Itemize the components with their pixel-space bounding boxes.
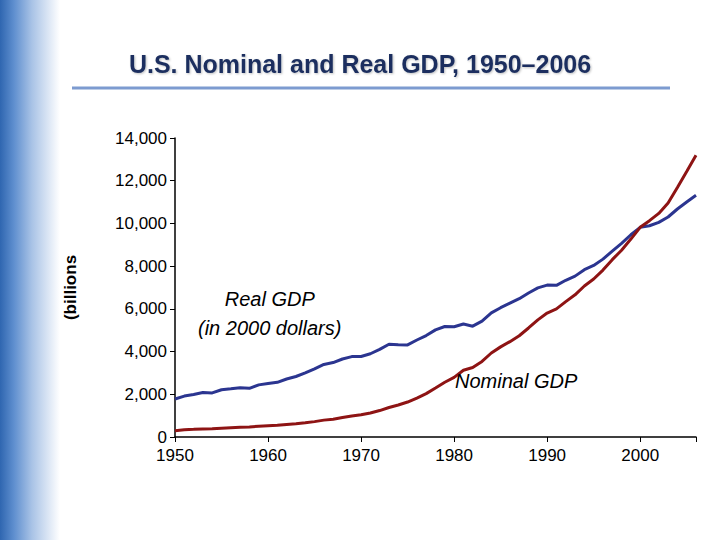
svg-text:4,000: 4,000 [124, 342, 167, 361]
svg-text:2000: 2000 [621, 446, 659, 465]
svg-text:1950: 1950 [156, 446, 194, 465]
svg-text:U.S. Nominal and Real GDP, 195: U.S. Nominal and Real GDP, 1950–2006 [129, 50, 591, 78]
svg-text:1980: 1980 [435, 446, 473, 465]
svg-text:1970: 1970 [342, 446, 380, 465]
svg-text:(billions: (billions [61, 255, 80, 320]
svg-text:1960: 1960 [249, 446, 287, 465]
svg-text:8,000: 8,000 [124, 257, 167, 276]
svg-text:6,000: 6,000 [124, 299, 167, 318]
svg-text:10,000: 10,000 [115, 214, 167, 233]
svg-text:Real GDP: Real GDP [225, 288, 316, 310]
svg-text:0: 0 [158, 428, 167, 447]
svg-text:(in 2000 dollars): (in 2000 dollars) [198, 317, 341, 339]
svg-text:Nominal GDP: Nominal GDP [455, 370, 578, 392]
svg-text:2,000: 2,000 [124, 385, 167, 404]
svg-text:1990: 1990 [528, 446, 566, 465]
svg-text:12,000: 12,000 [115, 171, 167, 190]
svg-text:14,000: 14,000 [115, 129, 167, 148]
